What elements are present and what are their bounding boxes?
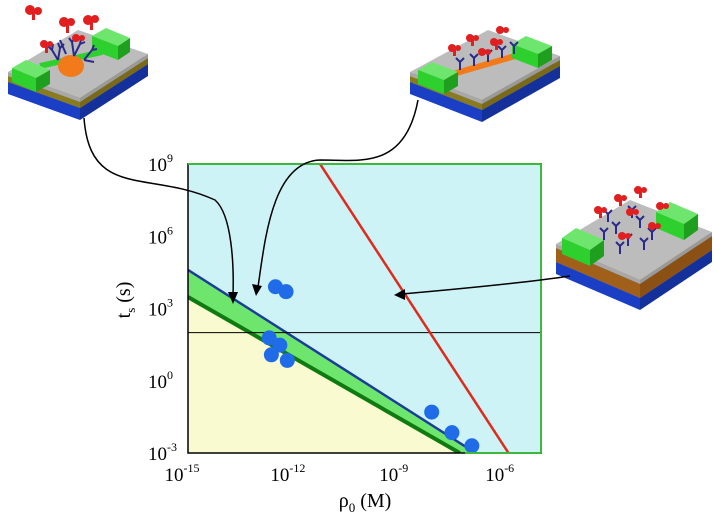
x-tick-label-3: 10-9 bbox=[379, 461, 408, 486]
y-axis-ticks: 10-3 100 103 106 109 bbox=[148, 151, 177, 465]
nanodot-sensor-inset bbox=[8, 5, 148, 120]
nanowire-arrow bbox=[257, 99, 419, 288]
data-point-7 bbox=[424, 404, 440, 420]
y-axis-subscript: s bbox=[123, 308, 138, 313]
planar-sensor-inset bbox=[556, 186, 712, 310]
x-axis-ticks: 10-15 10-12 10-9 10-6 bbox=[165, 461, 515, 486]
data-points bbox=[261, 279, 480, 454]
y-axis-unit: (s) bbox=[113, 282, 135, 308]
y-tick-label-3: 103 bbox=[148, 296, 173, 321]
nanowire-band-upper-edge bbox=[188, 268, 477, 453]
y-axis-title: ts (s) bbox=[113, 282, 138, 319]
data-point-3 bbox=[261, 330, 277, 346]
y-tick-label-5: 109 bbox=[148, 151, 173, 176]
x-axis-unit: (M) bbox=[355, 490, 391, 512]
y-tick-label-1: 10-3 bbox=[148, 440, 177, 465]
y-tick-label-4: 106 bbox=[148, 223, 173, 248]
x-tick-label-1: 10-15 bbox=[165, 461, 200, 486]
data-point-4 bbox=[272, 337, 288, 353]
nanowire-band-lower-edge bbox=[188, 295, 461, 453]
plot-area bbox=[187, 163, 542, 454]
data-point-6 bbox=[279, 352, 295, 368]
x-tick-label-4: 10-6 bbox=[485, 461, 514, 486]
x-axis-subscript: 0 bbox=[349, 500, 356, 515]
annotation-arrows bbox=[83, 99, 571, 304]
nanodot-arrow bbox=[83, 117, 234, 297]
nanowire-arrowhead bbox=[252, 284, 262, 296]
y-axis-symbol: t bbox=[113, 312, 135, 318]
nanodot-arrowhead bbox=[228, 292, 238, 304]
nanowire-sensor-inset bbox=[410, 26, 560, 122]
data-point-9 bbox=[464, 438, 480, 454]
data-point-8 bbox=[444, 425, 460, 441]
x-axis-symbol: ρ bbox=[339, 490, 349, 512]
planar-sensor-line bbox=[318, 164, 510, 453]
data-point-2 bbox=[278, 284, 294, 300]
x-tick-label-2: 10-12 bbox=[270, 461, 305, 486]
planar-arrowhead bbox=[394, 289, 405, 300]
planar-arrow bbox=[401, 275, 571, 295]
data-point-5 bbox=[263, 347, 279, 363]
x-axis-title: ρ0 (M) bbox=[339, 490, 392, 515]
y-tick-label-2: 100 bbox=[148, 368, 173, 393]
